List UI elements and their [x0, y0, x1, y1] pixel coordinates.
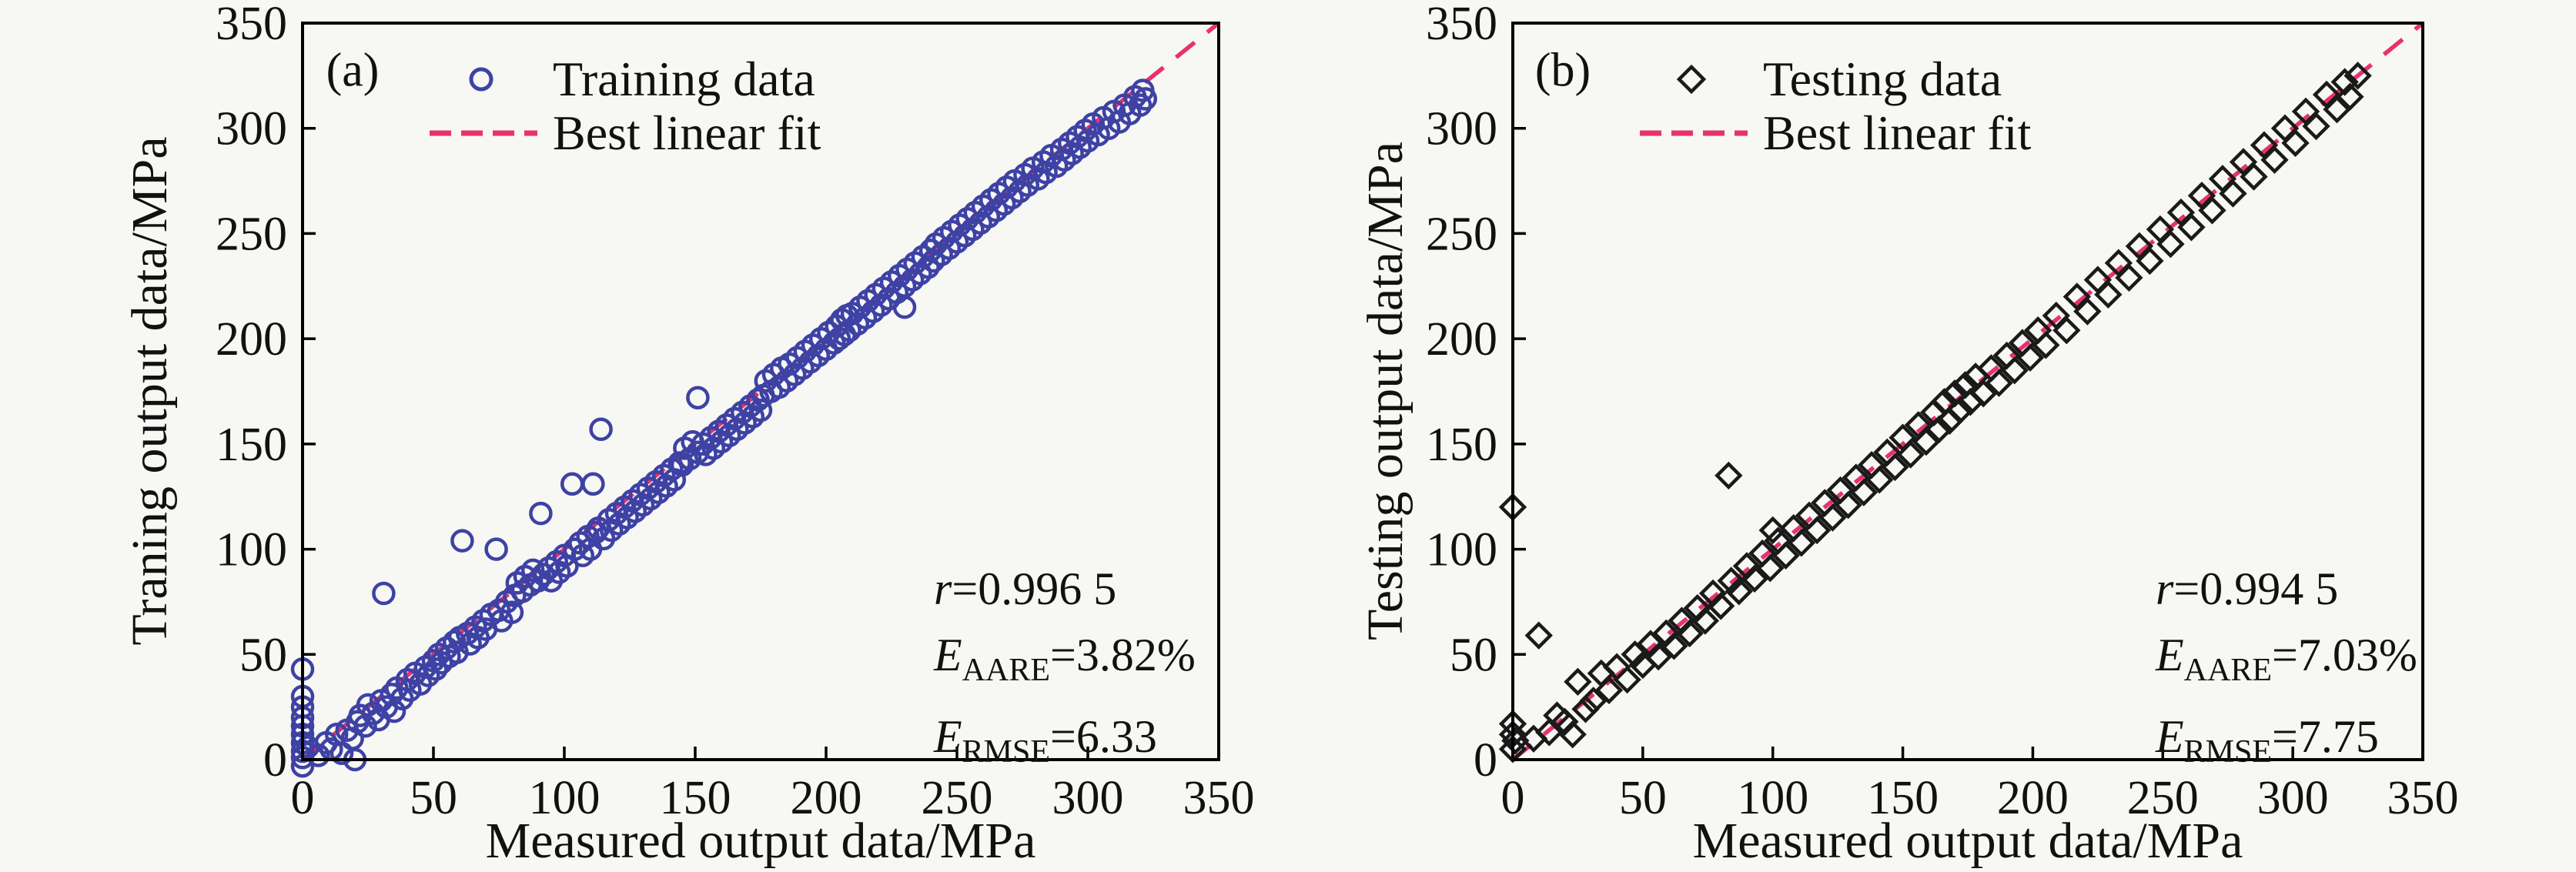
- x-tick-label: 200: [1997, 772, 2069, 824]
- dashed-line-icon: [1640, 127, 1748, 139]
- x-axis-ticks: 0 50 100 150 200 250 300 350: [1501, 747, 2459, 824]
- stat-rmse: ERMSE=6.33: [934, 711, 1157, 770]
- y-tick-label: 0: [1474, 734, 1497, 787]
- x-tick-label: 50: [410, 772, 457, 824]
- x-tick-label: 300: [2257, 772, 2329, 824]
- stat-r: r=0.996 5: [934, 563, 1117, 614]
- x-axis-title-right: Measured output data/MPa: [1692, 813, 2243, 869]
- y-tick-label: 350: [1426, 0, 1497, 50]
- x-tick-label: 250: [922, 772, 993, 824]
- panel-a-tag: (a): [326, 44, 380, 97]
- x-tick-label: 150: [660, 772, 731, 824]
- plot-border: [1511, 22, 2424, 761]
- plot-border: [301, 22, 1220, 761]
- legend-best-linear-fit-label: Best linear fit: [1763, 105, 2032, 160]
- x-axis-ticks: 0 50 100 150 200 250 300 350: [291, 747, 1255, 824]
- y-axis-ticks: 0 50 100 150 200 250 300 350: [216, 0, 316, 787]
- legend-best-linear-fit-label: Best linear fit: [553, 105, 821, 160]
- y-tick-label: 0: [263, 734, 287, 787]
- panel-b-tag: (b): [1534, 44, 1591, 97]
- y-tick-label: 50: [239, 629, 287, 681]
- x-tick-label: 100: [1737, 772, 1808, 824]
- y-tick-label: 350: [216, 0, 287, 50]
- y-tick-label: 250: [1426, 208, 1497, 260]
- stat-aare: EAARE=7.03%: [2156, 630, 2417, 688]
- y-axis-title-testing: Testing output data/MPa: [1357, 142, 1413, 640]
- x-tick-label: 150: [1867, 772, 1939, 824]
- diamond-marker-icon: [1674, 62, 1708, 96]
- stat-rmse: ERMSE=7.75: [2156, 711, 2379, 770]
- y-tick-label: 250: [216, 208, 287, 260]
- y-tick-label: 150: [1426, 419, 1497, 471]
- y-tick-label: 100: [216, 524, 287, 576]
- y-tick-label: 300: [216, 103, 287, 155]
- scatter-points-circles: [290, 79, 1158, 778]
- y-tick-label: 100: [1426, 524, 1497, 576]
- legend-testing-data-label: Testing data: [1763, 52, 2002, 106]
- legend-training-data-label: Training data: [553, 52, 815, 106]
- stat-aare: EAARE=3.82%: [934, 630, 1196, 688]
- x-tick-label: 100: [529, 772, 601, 824]
- x-tick-label: 0: [1501, 772, 1525, 824]
- x-tick-label: 0: [291, 772, 315, 824]
- y-tick-label: 200: [1426, 313, 1497, 366]
- circle-marker-icon: [464, 62, 498, 96]
- best-fit-line: [1511, 21, 2424, 762]
- x-tick-label: 250: [2127, 772, 2199, 824]
- dashed-line-icon: [430, 127, 537, 139]
- y-tick-label: 50: [1450, 629, 1497, 681]
- training-scatter-plot: 0 50 100 150 200 250 300 350 0 50 100 150 200 250 300 3…: [216, 0, 1255, 824]
- y-tick-label: 150: [216, 419, 287, 471]
- x-tick-label: 350: [2387, 772, 2459, 824]
- y-tick-label: 200: [216, 313, 287, 366]
- stats-block-training: r=0.996 5 EAARE=3.82% ERMSE=6.33: [934, 556, 1196, 785]
- y-axis-ticks: 0 50 100 150 200 250 300 350: [1426, 0, 1526, 787]
- stats-block-testing: r=0.994 5 EAARE=7.03% ERMSE=7.75: [2156, 556, 2417, 785]
- y-tick-label: 300: [1426, 103, 1497, 155]
- x-axis-title-left: Measured output data/MPa: [485, 813, 1036, 869]
- x-tick-label: 200: [791, 772, 862, 824]
- stat-r: r=0.994 5: [2156, 563, 2339, 614]
- y-axis-title-training: Traning output data/MPa: [122, 136, 178, 646]
- x-tick-label: 350: [1183, 772, 1255, 824]
- testing-scatter-plot: 0 50 100 150 200 250 300 350 0 50 100 150 200 250 300 3…: [1426, 0, 2459, 824]
- x-tick-label: 300: [1052, 772, 1124, 824]
- scatter-points-diamonds: [1498, 62, 2372, 763]
- x-tick-label: 50: [1619, 772, 1667, 824]
